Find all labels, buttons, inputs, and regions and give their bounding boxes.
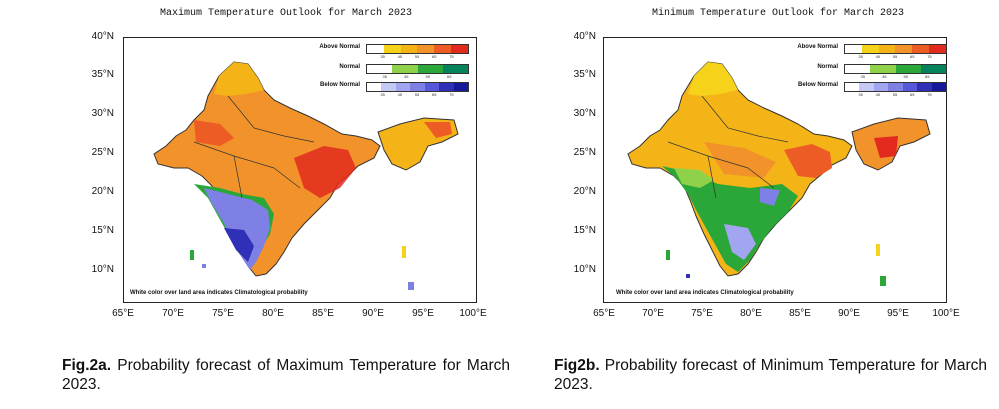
lat-label: 20°N [573, 186, 596, 197]
lat-label: 15°N [91, 225, 114, 236]
india-landmass [153, 61, 381, 277]
legend-swatch [844, 64, 947, 74]
lon-label: 70°E [642, 308, 664, 319]
lon-label: 75°E [691, 308, 713, 319]
panel-fig2a: Maximum Temperature Outlook for March 20… [62, 8, 510, 393]
legend-tick: 35 [380, 54, 385, 59]
lon-label: 100°E [459, 308, 487, 319]
panel-fig2b: Minimum Temperature Outlook for March 20… [500, 0, 999, 409]
india-map [627, 61, 931, 286]
legend-label: Above Normal [319, 44, 360, 50]
legend: Above Normal 35 45 55 65 75 Normal 35 45 55 65 … [790, 44, 950, 97]
lat-label: 35°N [91, 69, 114, 80]
legend-tick: 65 [909, 92, 915, 97]
legend-swatch [366, 64, 469, 74]
lat-label: 30°N [91, 108, 114, 119]
legend-tick: 65 [447, 74, 452, 79]
map-title: Maximum Temperature Outlook for March 20… [160, 8, 413, 19]
lat-label: 25°N [573, 147, 596, 158]
lon-label: 65°E [112, 308, 134, 319]
legend-label: Above Normal [797, 44, 838, 50]
legend-tick: 35 [380, 92, 385, 97]
lon-label: 90°E [362, 308, 384, 319]
map-frame [123, 37, 477, 303]
lon-label: 100°E [932, 308, 960, 319]
legend-tick: 45 [404, 74, 409, 79]
caption-label: Fig.2a. [62, 357, 112, 374]
legend-tick: 75 [927, 92, 932, 97]
legend-tick: 35 [382, 74, 387, 79]
legend-tick: 65 [431, 54, 437, 59]
lat-label: 10°N [573, 264, 596, 275]
lon-label: 85°E [312, 308, 334, 319]
caption-text: Probability forecast of Maximum Temperat… [62, 357, 510, 393]
legend-tick: 45 [875, 54, 881, 59]
legend: Above Normal 35 45 55 65 75 Normal 35 45 55 65 … [312, 44, 472, 97]
legend-tick: 65 [909, 54, 915, 59]
legend-swatch [366, 82, 469, 92]
lon-label: 95°E [887, 308, 909, 319]
legend-tick: 75 [449, 92, 454, 97]
legend-ticks: 35 45 55 65 [852, 74, 938, 79]
map-title: Minimum Temperature Outlook for March 20… [652, 8, 905, 19]
lon-label: 75°E [212, 308, 234, 319]
lon-label: 80°E [262, 308, 284, 319]
legend-tick: 55 [903, 74, 908, 79]
lat-label: 20°N [91, 186, 114, 197]
figure-caption: Fig2b. Probability forecast of Minimum T… [554, 356, 987, 394]
legend-label: Normal [339, 64, 360, 70]
lat-label: 35°N [573, 69, 596, 80]
figure-caption: Fig.2a. Probability forecast of Maximum … [62, 356, 510, 394]
legend-tick: 75 [927, 54, 932, 59]
legend-tick: 35 [860, 74, 865, 79]
legend-label: Below Normal [319, 82, 360, 88]
lon-label: 95°E [412, 308, 434, 319]
lon-label: 80°E [740, 308, 762, 319]
map-frame [603, 37, 947, 303]
legend-tick: 55 [892, 92, 898, 97]
legend-tick: 55 [414, 92, 420, 97]
legend-tick: 75 [449, 54, 454, 59]
caption-text: Probability forecast of Minimum Temperat… [554, 357, 987, 393]
india-map [153, 61, 459, 290]
lat-label: 15°N [573, 225, 596, 236]
legend-swatch [366, 44, 469, 54]
legend-tick: 45 [882, 74, 887, 79]
lon-label: 90°E [838, 308, 860, 319]
legend-ticks: 35 45 55 65 [374, 74, 460, 79]
legend-tick: 55 [892, 54, 898, 59]
lat-label: 30°N [573, 108, 596, 119]
legend-ticks: 35 45 55 65 75 [852, 54, 938, 59]
legend-ticks: 35 45 55 65 75 [374, 92, 460, 97]
legend-label: Normal [817, 64, 838, 70]
lon-label: 70°E [162, 308, 184, 319]
lat-label: 25°N [91, 147, 114, 158]
legend-tick: 35 [858, 54, 863, 59]
legend-label: Below Normal [797, 82, 838, 88]
lat-label: 40°N [91, 31, 114, 42]
legend-tick: 55 [425, 74, 430, 79]
lat-label: 10°N [91, 264, 114, 275]
legend-swatch [844, 82, 947, 92]
legend-swatch [844, 44, 947, 54]
legend-tick: 45 [875, 92, 881, 97]
legend-ticks: 35 45 55 65 75 [852, 92, 938, 97]
legend-tick: 55 [414, 54, 420, 59]
lon-label: 85°E [789, 308, 811, 319]
map-note: White color over land area indicates Cli… [616, 290, 794, 296]
legend-tick: 45 [397, 54, 403, 59]
caption-label: Fig2b. [554, 357, 600, 374]
legend-tick: 65 [431, 92, 437, 97]
lon-label: 65°E [593, 308, 615, 319]
legend-tick: 35 [858, 92, 863, 97]
legend-ticks: 35 45 55 65 75 [374, 54, 460, 59]
legend-tick: 65 [925, 74, 930, 79]
legend-tick: 45 [397, 92, 403, 97]
map-note: White color over land area indicates Cli… [130, 290, 308, 296]
lat-label: 40°N [573, 31, 596, 42]
